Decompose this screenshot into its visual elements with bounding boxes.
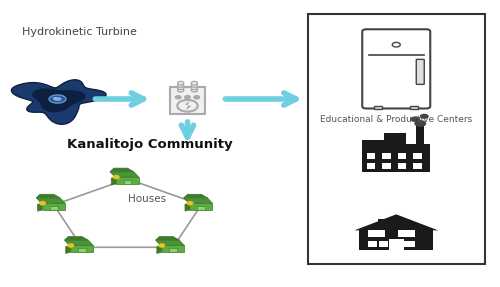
FancyBboxPatch shape [398, 230, 415, 236]
Circle shape [68, 244, 73, 247]
Polygon shape [110, 168, 134, 172]
Polygon shape [354, 214, 438, 230]
FancyBboxPatch shape [410, 106, 418, 109]
FancyBboxPatch shape [398, 153, 406, 159]
Polygon shape [190, 203, 212, 210]
Polygon shape [156, 240, 184, 245]
FancyBboxPatch shape [170, 87, 204, 114]
Circle shape [178, 100, 198, 112]
Circle shape [40, 202, 46, 205]
Polygon shape [111, 177, 116, 185]
Circle shape [176, 96, 181, 99]
Polygon shape [116, 177, 139, 184]
Polygon shape [170, 248, 177, 252]
Circle shape [414, 120, 426, 127]
Polygon shape [50, 206, 58, 210]
Text: Kanalitojo Community: Kanalitojo Community [67, 138, 233, 152]
FancyBboxPatch shape [398, 241, 415, 247]
FancyBboxPatch shape [308, 14, 485, 264]
Polygon shape [64, 236, 88, 240]
Circle shape [178, 86, 184, 90]
Polygon shape [157, 245, 162, 253]
Ellipse shape [52, 97, 57, 99]
FancyBboxPatch shape [362, 29, 430, 108]
Polygon shape [42, 203, 65, 210]
Polygon shape [156, 236, 180, 240]
FancyBboxPatch shape [382, 153, 391, 159]
Polygon shape [362, 140, 384, 148]
Circle shape [420, 114, 429, 119]
Polygon shape [124, 180, 131, 184]
Circle shape [392, 42, 400, 47]
FancyBboxPatch shape [414, 153, 422, 159]
Polygon shape [184, 198, 212, 203]
Text: Houses: Houses [128, 195, 166, 204]
Polygon shape [185, 203, 190, 211]
FancyBboxPatch shape [367, 163, 376, 169]
FancyBboxPatch shape [368, 241, 377, 247]
Circle shape [187, 202, 192, 205]
Polygon shape [384, 133, 406, 148]
Circle shape [178, 84, 184, 87]
Polygon shape [36, 194, 60, 198]
Polygon shape [378, 219, 386, 230]
Polygon shape [36, 198, 65, 203]
Polygon shape [198, 206, 205, 210]
FancyBboxPatch shape [374, 106, 382, 109]
Circle shape [178, 82, 184, 85]
Polygon shape [66, 245, 70, 253]
Polygon shape [362, 148, 430, 172]
Circle shape [114, 175, 119, 179]
FancyBboxPatch shape [368, 230, 386, 236]
Polygon shape [64, 240, 93, 245]
Polygon shape [70, 245, 93, 252]
Polygon shape [32, 88, 86, 112]
FancyBboxPatch shape [414, 163, 422, 169]
Circle shape [178, 88, 184, 92]
Circle shape [184, 96, 190, 99]
Polygon shape [416, 124, 424, 148]
Polygon shape [38, 203, 43, 211]
Polygon shape [184, 194, 208, 198]
Circle shape [191, 84, 198, 87]
Polygon shape [162, 245, 184, 252]
FancyBboxPatch shape [388, 239, 404, 250]
Circle shape [191, 88, 198, 92]
Circle shape [191, 86, 198, 90]
Circle shape [159, 244, 164, 247]
Polygon shape [406, 144, 430, 148]
Ellipse shape [54, 97, 62, 101]
Text: Hydrokinetic Turbine: Hydrokinetic Turbine [22, 27, 138, 36]
FancyBboxPatch shape [398, 163, 406, 169]
FancyBboxPatch shape [416, 59, 424, 84]
FancyBboxPatch shape [379, 241, 388, 247]
Polygon shape [110, 172, 139, 177]
FancyBboxPatch shape [367, 153, 376, 159]
FancyBboxPatch shape [382, 163, 391, 169]
Circle shape [191, 82, 198, 85]
Polygon shape [185, 101, 191, 110]
Circle shape [194, 96, 200, 99]
Polygon shape [78, 248, 86, 252]
Ellipse shape [49, 95, 66, 103]
Circle shape [410, 116, 420, 122]
Text: Educational & Productive Centers: Educational & Productive Centers [320, 115, 472, 124]
Polygon shape [12, 80, 106, 124]
Polygon shape [359, 230, 434, 250]
